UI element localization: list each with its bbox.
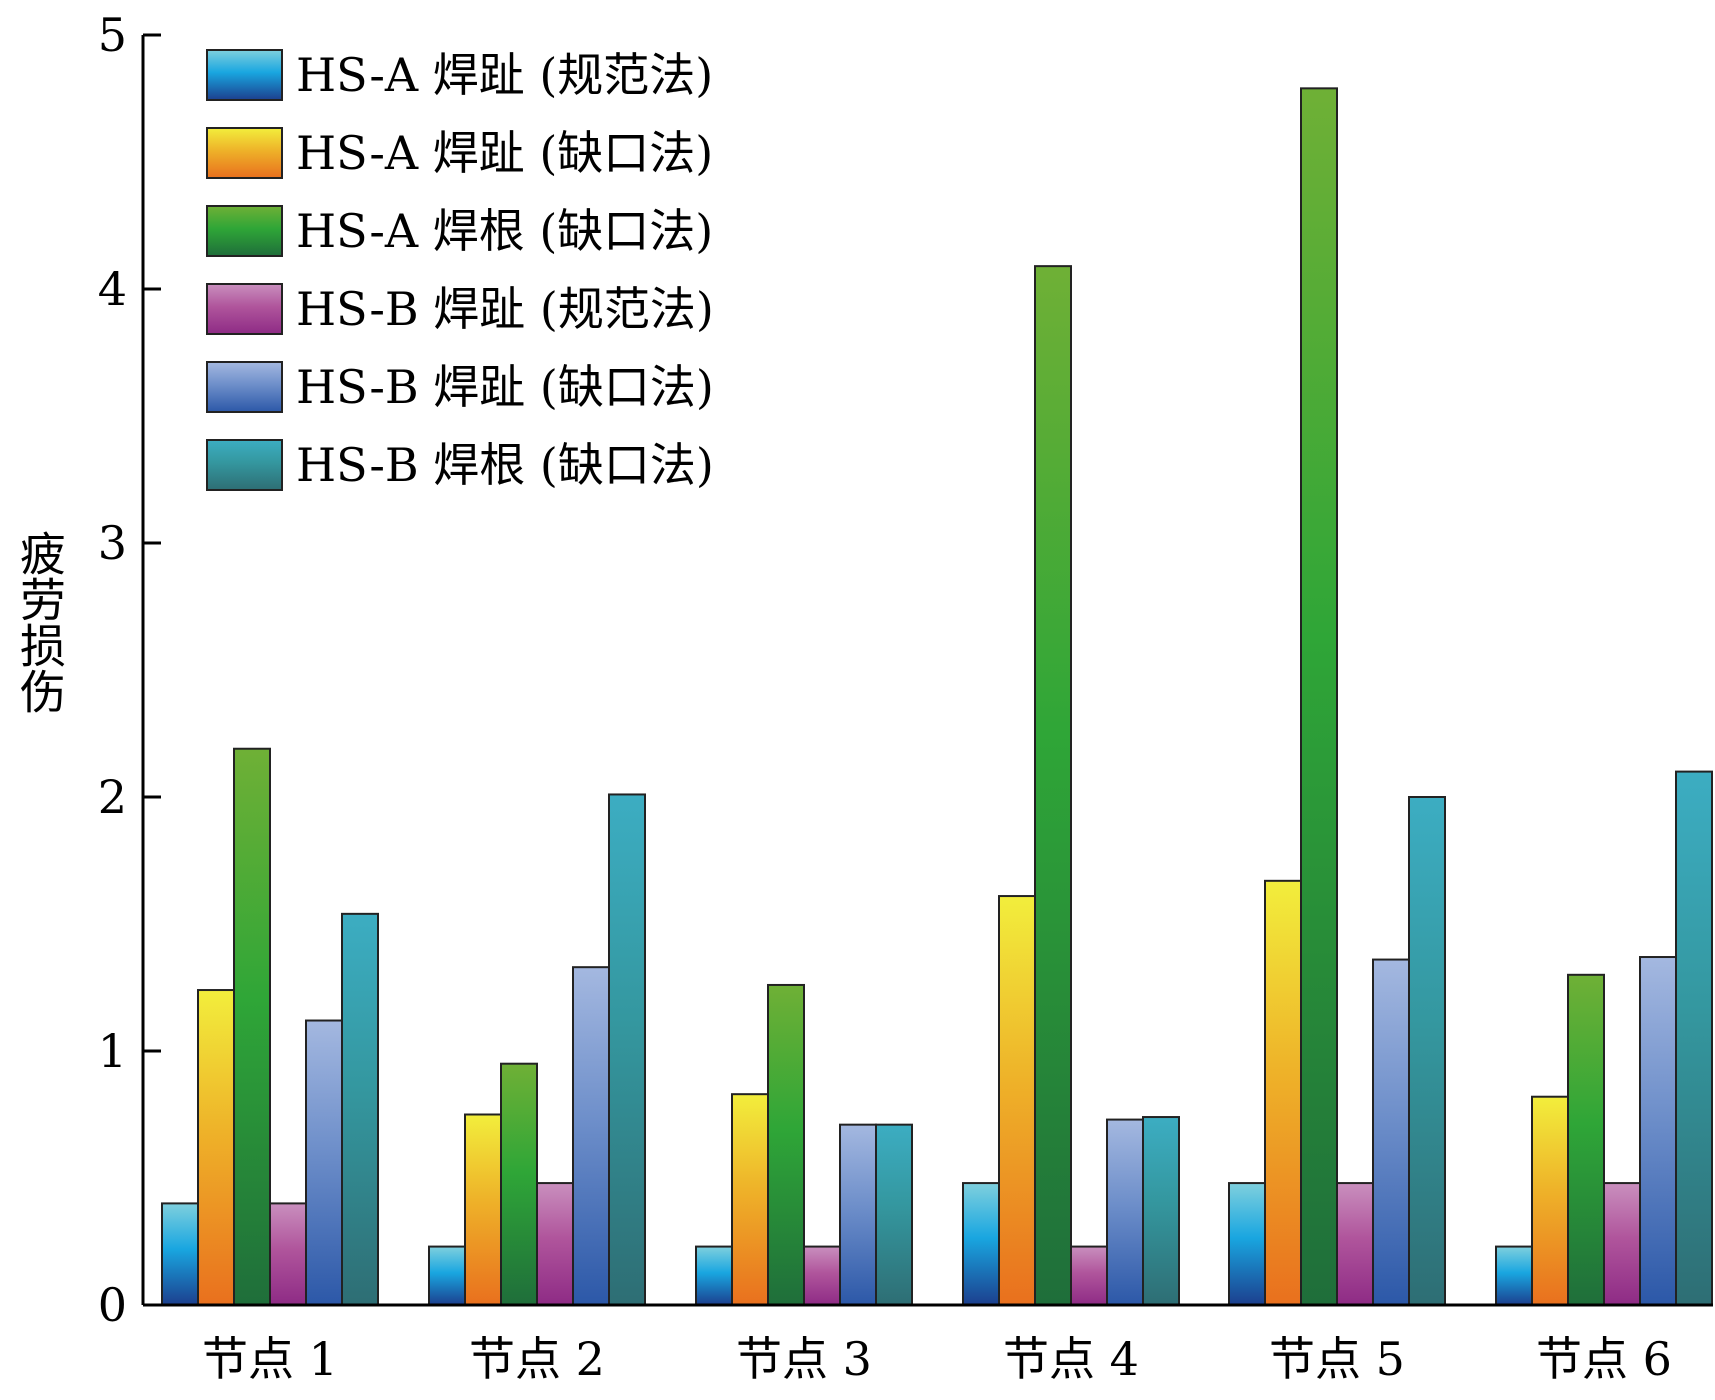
bar-6-series-5 <box>1639 956 1677 1307</box>
bar-2-series-6 <box>608 793 646 1307</box>
bars-group <box>161 87 1713 1307</box>
y-tick-label-5: 5 <box>98 8 127 62</box>
bar-5-series-2 <box>1264 879 1302 1306</box>
bar-2-series-3 <box>500 1062 538 1306</box>
bar-4-series-1 <box>962 1182 1000 1306</box>
y-tick-label-3: 3 <box>98 516 127 570</box>
legend-label-5: HS-B 焊趾 (缺口法) <box>296 360 714 414</box>
bar-4-series-4 <box>1070 1245 1108 1306</box>
x-tick-label-1: 节点 1 <box>202 1332 338 1386</box>
legend-swatch-6 <box>206 439 283 491</box>
bar-6-series-4 <box>1603 1182 1641 1306</box>
axes-group: 节点 1 节点 2 节点 3 节点 4 节点 5 节点 6 0 1 2 3 4 5 <box>98 8 1713 1386</box>
bar-1-series-6 <box>341 912 379 1307</box>
legend-label-6: HS-B 焊根 (缺口法) <box>296 438 714 492</box>
bar-3-series-1 <box>695 1245 733 1306</box>
x-tick-label-2: 节点 2 <box>469 1332 605 1386</box>
bar-4-series-5 <box>1106 1118 1144 1306</box>
bar-5-series-1 <box>1228 1182 1266 1306</box>
legend-swatch-5 <box>206 361 283 413</box>
x-tick-label-5: 节点 5 <box>1269 1332 1405 1386</box>
bar-3-series-3 <box>767 983 805 1307</box>
legend-label-4: HS-B 焊趾 (规范法) <box>296 282 714 336</box>
y-tick-label-2: 2 <box>98 770 127 824</box>
bar-6-series-1 <box>1495 1245 1533 1306</box>
bar-4-series-2 <box>998 895 1036 1306</box>
legend: HS-A 焊趾 (规范法) HS-A 焊趾 (缺口法) HS-A 焊根 (缺口法) H… <box>206 48 714 492</box>
bar-1-series-1 <box>161 1202 199 1307</box>
bar-3-series-6 <box>875 1123 913 1307</box>
bar-3-series-2 <box>731 1093 769 1307</box>
legend-swatch-4 <box>206 283 283 335</box>
legend-label-2: HS-A 焊趾 (缺口法) <box>296 126 713 180</box>
y-tick-label-1: 1 <box>98 1024 127 1078</box>
bar-4-series-3 <box>1034 265 1072 1306</box>
legend-swatch-1 <box>206 49 283 101</box>
bar-1-series-3 <box>233 747 271 1306</box>
bar-1-series-5 <box>305 1019 343 1307</box>
bar-2-series-4 <box>536 1182 574 1306</box>
x-tick-label-6: 节点 6 <box>1536 1332 1672 1386</box>
x-tick-label-3: 节点 3 <box>736 1332 872 1386</box>
y-axis-title: 疲劳损伤 <box>13 530 67 714</box>
bar-5-series-5 <box>1372 958 1410 1306</box>
bar-1-series-4 <box>269 1202 307 1307</box>
bar-2-series-1 <box>428 1245 466 1306</box>
bar-6-series-6 <box>1675 770 1713 1306</box>
bar-6-series-2 <box>1531 1095 1569 1306</box>
bar-5-series-3 <box>1300 87 1338 1307</box>
bar-3-series-5 <box>839 1123 877 1307</box>
y-tick-label-4: 4 <box>98 262 127 316</box>
legend-swatch-3 <box>206 205 283 257</box>
legend-label-3: HS-A 焊根 (缺口法) <box>296 204 713 258</box>
bar-2-series-5 <box>572 966 610 1306</box>
bar-4-series-6 <box>1142 1116 1180 1307</box>
bar-1-series-2 <box>197 989 235 1306</box>
bar-5-series-6 <box>1408 796 1446 1306</box>
bar-2-series-2 <box>464 1113 502 1306</box>
bar-5-series-4 <box>1336 1182 1374 1306</box>
y-tick-label-0: 0 <box>98 1278 127 1332</box>
bar-6-series-3 <box>1567 973 1605 1306</box>
bar-3-series-4 <box>803 1245 841 1306</box>
x-tick-label-4: 节点 4 <box>1003 1332 1139 1386</box>
legend-label-1: HS-A 焊趾 (规范法) <box>296 48 713 102</box>
legend-swatch-2 <box>206 127 283 179</box>
